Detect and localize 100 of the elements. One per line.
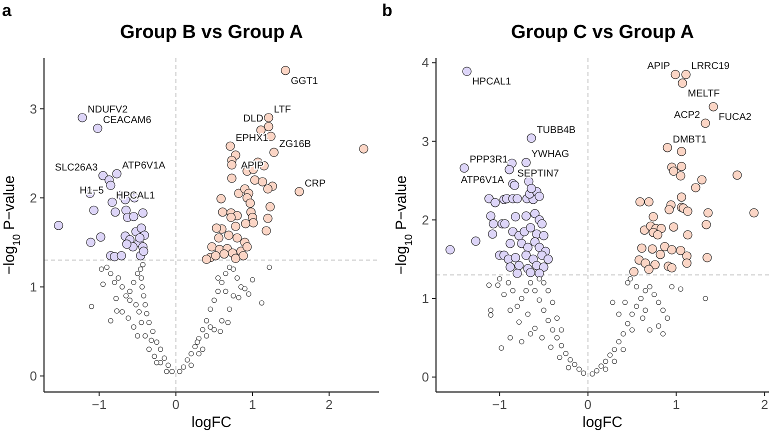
point [656,250,665,260]
point [108,198,117,207]
text: a [2,1,12,20]
annotation: TUBB4B [536,124,576,136]
point [250,175,260,185]
x-tick-label: 0 [584,397,592,412]
point [241,219,250,228]
y-tick-label: 1 [30,279,37,294]
annotation: LRRC19 [691,61,730,72]
point [263,184,272,194]
annotation: EPHX1 [236,132,269,144]
point [648,212,658,222]
point [676,246,686,256]
annotation: ACP2 [674,110,701,121]
point [122,240,132,249]
point [660,242,670,252]
annotation: GGT1 [290,76,318,87]
x-tick-label: 1 [248,397,256,412]
annotation: DMBT1 [672,134,708,146]
point [650,260,660,270]
point [749,208,759,218]
y-tick-label: 2 [422,212,429,228]
point [226,212,236,222]
point [676,162,686,172]
point [635,197,645,206]
annotation: CRP [304,178,326,190]
point [98,170,108,180]
annotation: LTF [274,104,291,116]
point [664,205,674,214]
point [89,206,98,215]
point [280,66,290,76]
annotation: HPCAL1 [472,76,512,88]
point [136,224,146,233]
x-tick-label: −1 [492,397,508,412]
point [359,144,368,154]
point [644,197,654,206]
point [683,230,692,240]
point [269,148,279,158]
point [54,220,64,230]
point [629,267,638,276]
point [667,263,676,272]
annotation: SLC26A3 [54,162,98,174]
annotation: MELTF [688,88,720,100]
point [232,233,242,243]
chart-title: Group B vs Group A [120,22,304,43]
point [238,251,248,260]
annotation: ATP6V1A [122,160,166,172]
point [231,222,240,231]
point [207,242,216,252]
point [202,254,212,264]
point [676,146,686,156]
point [702,253,712,262]
point [678,78,688,88]
point [700,118,710,128]
point [670,70,680,80]
point [231,254,240,263]
annotation: SEPTIN7 [517,168,560,180]
point [258,177,268,186]
annotation: PPP3R1 [470,154,508,166]
point [662,142,672,152]
annotation: NDUFV2 [88,104,128,116]
point [138,208,148,218]
annotation: FUCA2 [718,112,752,124]
point [697,175,706,184]
point [139,246,148,256]
point [294,187,304,196]
point [703,208,713,218]
point [644,264,654,274]
y-tick-label: 1 [422,290,429,306]
point [653,230,662,240]
point [226,142,235,151]
annotation: YWHAG [531,149,570,160]
y-tick-label: 3 [30,101,37,116]
point [116,251,126,260]
point [218,207,228,217]
annotation: ATP6V1A [460,174,504,186]
x-axis-title: logFC [582,414,623,431]
point [676,171,686,180]
point [264,113,274,122]
y-tick-label: 3 [422,134,429,149]
point [669,222,678,232]
point [648,244,658,254]
point [78,113,87,122]
point [242,242,252,252]
point [112,169,122,178]
x-tick-label: 0 [172,397,180,412]
x-tick-label: 2 [326,397,333,412]
point [224,230,234,240]
point [121,206,131,215]
point [211,251,220,260]
point [708,102,718,112]
point [93,124,102,133]
x-tick-label: 2 [760,397,768,412]
point [667,245,676,254]
point [691,183,700,192]
point [220,249,229,259]
annotation: DLD [243,113,264,124]
point [86,238,96,247]
point [262,226,271,236]
point [248,218,258,228]
